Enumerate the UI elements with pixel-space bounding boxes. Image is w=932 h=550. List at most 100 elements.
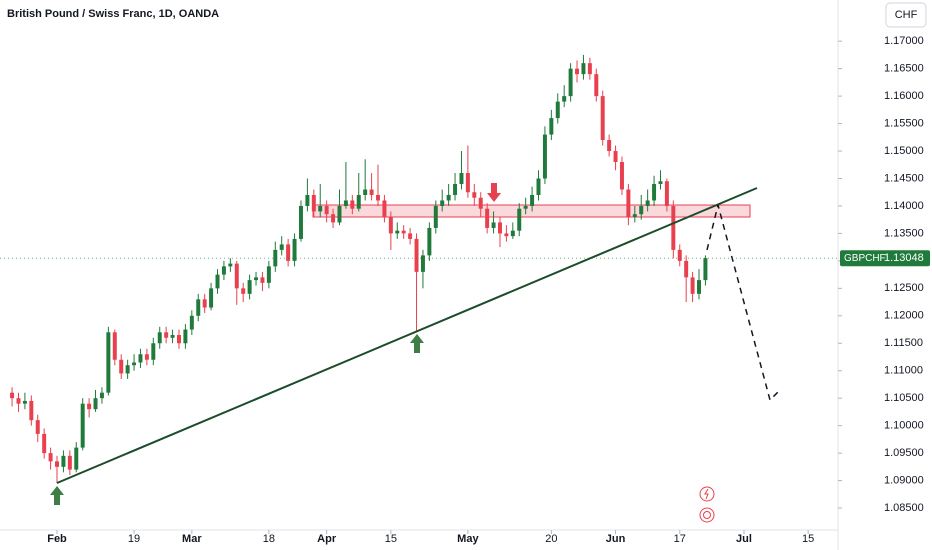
candle-body xyxy=(497,222,502,234)
down-arrow xyxy=(487,183,501,202)
y-tick-label: 1.16000 xyxy=(884,90,924,102)
candle-body xyxy=(613,151,618,163)
y-tick-label: 1.15500 xyxy=(884,117,924,129)
candle-body xyxy=(652,183,657,201)
x-tick-label: 18 xyxy=(263,533,275,545)
candle-body xyxy=(119,359,124,374)
candle-body xyxy=(151,343,156,360)
candle-body xyxy=(420,255,425,272)
candle-body xyxy=(292,238,297,261)
candle-body xyxy=(517,208,522,231)
y-tick-label: 1.17000 xyxy=(884,35,924,47)
candle-body xyxy=(170,335,175,338)
candle-body xyxy=(93,398,98,410)
candle-body xyxy=(61,455,66,467)
candle-body xyxy=(221,266,226,275)
candle-body xyxy=(690,277,695,294)
candle-body xyxy=(67,455,72,470)
candle-body xyxy=(228,263,233,267)
y-tick-label: 1.12000 xyxy=(884,310,924,322)
candles xyxy=(10,54,708,484)
candle-body xyxy=(414,238,419,272)
candle-body xyxy=(189,315,194,330)
y-tick-label: 1.16500 xyxy=(884,63,924,75)
x-tick-label: Apr xyxy=(317,533,337,545)
candle-body xyxy=(80,403,85,448)
candle-body xyxy=(343,200,348,206)
candle-body xyxy=(446,194,451,201)
candle-body xyxy=(305,194,310,206)
projection-path xyxy=(706,204,781,402)
chart-title: British Pound / Swiss Franc, 1D, OANDA xyxy=(7,8,219,20)
candle-body xyxy=(478,197,483,209)
candle-body xyxy=(536,178,541,195)
x-tick-label: 15 xyxy=(802,533,814,545)
y-tick-label: 1.11000 xyxy=(884,365,923,377)
candle-body xyxy=(395,230,400,234)
candle-body xyxy=(318,205,323,212)
resistance-zone xyxy=(312,204,751,218)
candle-body xyxy=(266,266,271,283)
candle-body xyxy=(144,354,149,360)
event-icon-glyph xyxy=(704,488,709,500)
up-arrow xyxy=(50,486,64,505)
event-icon[interactable] xyxy=(699,507,715,523)
candle-body xyxy=(388,216,393,234)
candle-body xyxy=(286,244,291,261)
currency-button[interactable] xyxy=(885,2,927,28)
candle-body xyxy=(247,280,252,294)
currency-button-label: CHF xyxy=(895,9,918,21)
y-tick-label: 1.09500 xyxy=(884,447,924,459)
candle-body xyxy=(408,233,413,239)
candle-body xyxy=(35,420,40,434)
candle-body xyxy=(568,68,573,97)
y-tick-label: 1.14000 xyxy=(884,200,924,212)
candle-body xyxy=(298,205,303,239)
candle-body xyxy=(626,189,631,217)
symbol-label: GBPCHF xyxy=(844,253,886,264)
candle-body xyxy=(125,365,130,374)
x-tick-label: 17 xyxy=(674,533,686,545)
candle-body xyxy=(697,280,701,294)
y-tick-label: 1.14500 xyxy=(884,172,924,184)
candle-body xyxy=(106,332,111,393)
candle-body xyxy=(87,403,92,410)
candle-body xyxy=(356,194,361,209)
candle-body xyxy=(55,461,59,467)
x-tick-label: Feb xyxy=(47,533,67,545)
y-tick-label: 1.13500 xyxy=(884,227,924,239)
candle-body xyxy=(684,260,689,278)
candle-body xyxy=(465,173,470,193)
x-tick-label: May xyxy=(457,533,479,545)
candle-body xyxy=(337,205,342,223)
candle-body xyxy=(510,230,515,237)
candle-body xyxy=(401,230,406,234)
y-tick-label: 1.12500 xyxy=(884,282,924,294)
x-tick-label: 19 xyxy=(128,533,140,545)
candle-body xyxy=(427,227,432,256)
candle-body xyxy=(658,181,663,184)
candle-body xyxy=(491,222,496,228)
candle-body xyxy=(382,200,387,217)
candle-body xyxy=(311,194,316,212)
candle-body xyxy=(671,205,676,250)
candle-body xyxy=(639,205,644,215)
candle-body xyxy=(176,335,181,344)
y-tick-label: 1.11500 xyxy=(884,337,923,349)
event-icon-glyph xyxy=(703,511,711,519)
candle-body xyxy=(42,433,47,454)
candle-body xyxy=(157,332,162,344)
candle-body xyxy=(485,208,490,228)
candle-body xyxy=(16,398,21,404)
candle-body xyxy=(677,249,682,261)
y-tick-label: 1.09000 xyxy=(884,474,924,486)
candle-body xyxy=(619,162,624,190)
candle-body xyxy=(542,134,547,179)
x-tick-label: 20 xyxy=(545,533,557,545)
candle-body xyxy=(138,354,143,363)
candle-body xyxy=(549,118,554,135)
y-tick-label: 1.15000 xyxy=(884,145,924,157)
candle-body xyxy=(241,288,246,294)
candle-body xyxy=(196,299,201,316)
